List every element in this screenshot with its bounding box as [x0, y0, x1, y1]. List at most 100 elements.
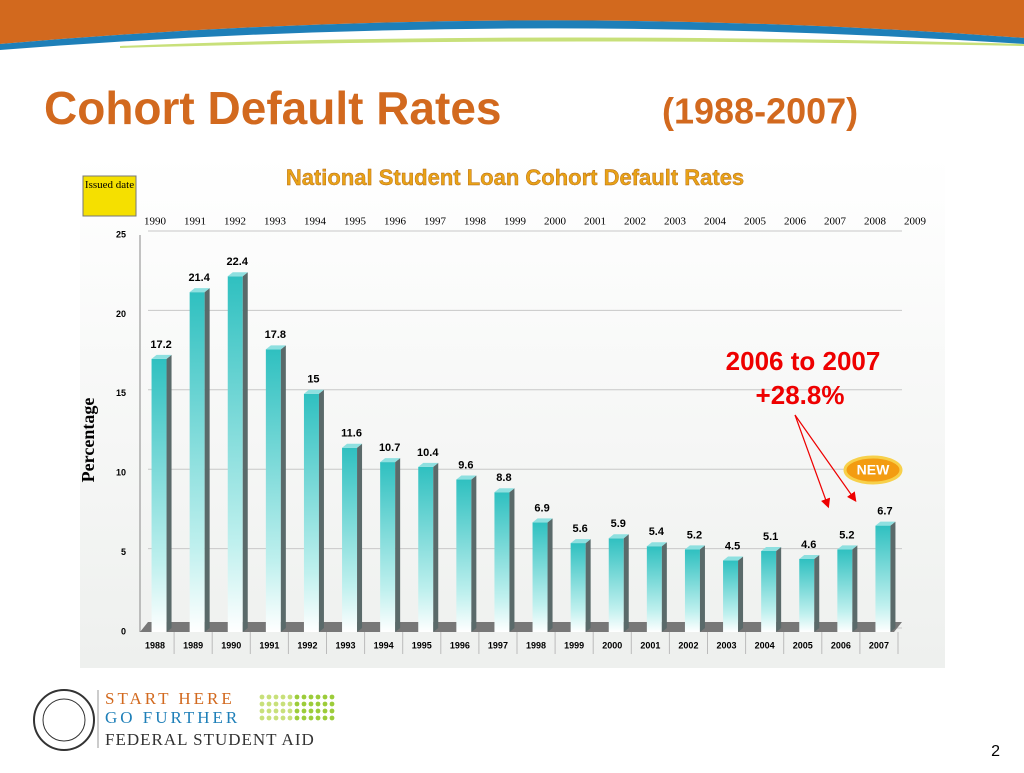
bar — [761, 551, 777, 632]
issued-box — [82, 175, 137, 217]
dot — [322, 694, 328, 700]
issued-year: 1997 — [424, 216, 447, 228]
issued-year: 1993 — [264, 216, 287, 228]
bar-side — [585, 539, 591, 632]
bar-top — [723, 556, 744, 561]
y-tick-label: 10 — [116, 468, 126, 478]
issued-year: 1996 — [384, 216, 407, 228]
dot — [266, 701, 272, 707]
bar — [799, 558, 815, 632]
bar-top — [646, 542, 667, 547]
bar-top — [608, 534, 629, 539]
dot — [287, 715, 293, 721]
arrow — [794, 414, 831, 509]
dot — [259, 701, 265, 707]
x-tick-label: 2006 — [831, 640, 851, 650]
bar-top — [837, 545, 858, 550]
dot — [287, 708, 293, 714]
bar-side — [547, 518, 553, 632]
issued-year: 1992 — [224, 216, 246, 228]
bar-top — [189, 288, 210, 293]
value-label: 5.2 — [687, 529, 702, 541]
dot — [273, 694, 279, 700]
banner-stripe — [0, 20, 1024, 50]
x-tick-label: 1992 — [297, 640, 317, 650]
dot — [266, 694, 272, 700]
bar — [646, 546, 662, 632]
bar-top — [418, 462, 439, 467]
dot — [273, 701, 279, 707]
bar — [456, 479, 472, 632]
bar-side — [890, 521, 896, 632]
dot — [308, 715, 314, 721]
x-tick-label: 2007 — [869, 640, 889, 650]
dot — [259, 694, 265, 700]
value-label: 4.6 — [801, 539, 816, 551]
x-tick-label: 1996 — [450, 640, 470, 650]
dot — [294, 701, 300, 707]
bar — [608, 538, 624, 632]
x-tick-label: 2001 — [640, 640, 660, 650]
issued-wrap: Issued date — [85, 179, 134, 191]
footer-line2: GO FURTHER — [105, 708, 240, 727]
dot — [287, 694, 293, 700]
bar-top — [494, 488, 515, 493]
x-tick-label: 1989 — [183, 640, 203, 650]
value-label: 22.4 — [227, 256, 249, 268]
bar-top — [303, 389, 324, 394]
issued-year: 1991 — [184, 216, 206, 228]
bar-side — [471, 475, 477, 632]
arrow — [794, 414, 857, 502]
bar-side — [623, 534, 629, 632]
dot — [322, 708, 328, 714]
bar-top — [532, 518, 553, 523]
bar-side — [280, 345, 286, 632]
issued-year: 1995 — [344, 216, 367, 228]
y-tick-label: 0 — [121, 626, 126, 636]
floor — [140, 622, 902, 632]
seal-inner — [42, 698, 86, 742]
issued-year: 2007 — [824, 216, 847, 228]
issued-year: 2006 — [784, 216, 807, 228]
dot — [280, 694, 286, 700]
dot — [322, 701, 328, 707]
issued-year: 1998 — [464, 216, 487, 228]
bar-side — [357, 443, 363, 632]
dot — [329, 708, 335, 714]
value-label: 8.8 — [496, 472, 511, 484]
bar-top — [265, 345, 286, 350]
issued-year: 2001 — [584, 216, 606, 228]
issued-year: 2002 — [624, 216, 646, 228]
dot — [280, 708, 286, 714]
bar-top — [227, 272, 248, 277]
slide-subtitle: (1988-2007) — [662, 91, 858, 132]
value-label: 21.4 — [188, 272, 210, 284]
bar — [227, 276, 243, 632]
bar-top — [151, 354, 172, 359]
bar-top — [684, 545, 705, 550]
dot — [329, 694, 335, 700]
bar-side — [166, 354, 172, 632]
bar — [303, 393, 319, 632]
page-number: 2 — [991, 743, 1000, 760]
x-tick-label: 2000 — [602, 640, 622, 650]
bar-side — [509, 488, 515, 632]
dot — [287, 701, 293, 707]
plot: 0 5 10 15 20 25 1990 1991 1992 1993 1994 1995 1996 19… — [116, 216, 927, 654]
bar — [570, 543, 586, 632]
value-label: 5.9 — [611, 518, 626, 530]
bar — [265, 349, 281, 632]
bar — [342, 447, 358, 632]
bar-top — [875, 521, 896, 526]
bar — [151, 358, 167, 632]
dot — [315, 701, 321, 707]
value-label: 6.7 — [877, 506, 892, 518]
dot — [308, 694, 314, 700]
dot — [301, 701, 307, 707]
dot — [259, 708, 265, 714]
dot — [280, 715, 286, 721]
bar-side — [814, 554, 820, 632]
y-tick-label: 5 — [121, 547, 126, 557]
x-tick-label: 2005 — [793, 640, 813, 650]
